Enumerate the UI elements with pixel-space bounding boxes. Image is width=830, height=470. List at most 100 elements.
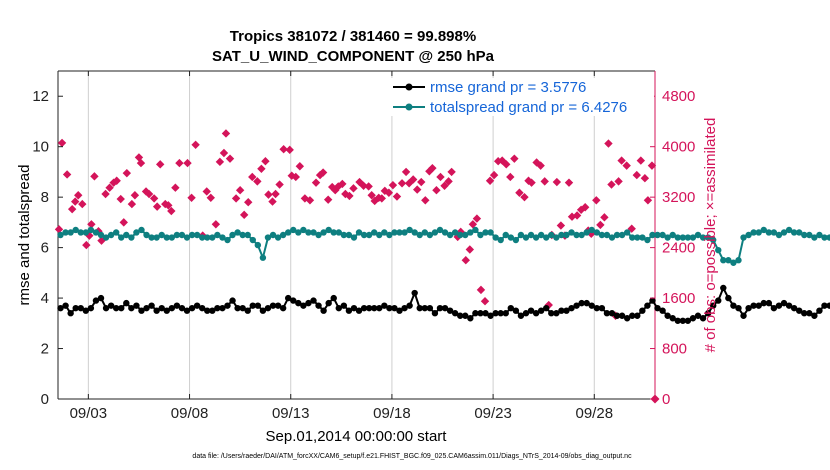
totalspread-point: [472, 226, 479, 234]
rmse-point: [720, 284, 727, 292]
legend-spread-label: totalspread grand pr = 6.4276: [430, 99, 627, 116]
rmse-point: [97, 294, 105, 302]
rmse-point: [482, 310, 489, 317]
totalspread-point: [548, 231, 555, 239]
totalspread-point: [720, 257, 727, 264]
rmse-point: [618, 312, 626, 319]
rmse-point: [249, 302, 256, 309]
obs-assimilated-point: [202, 187, 211, 196]
obs-assimilated-point: [592, 196, 601, 205]
totalspread-point: [441, 229, 449, 236]
obs-assimilated-point: [408, 175, 418, 184]
obs-assimilated-point: [191, 140, 200, 149]
totalspread-point: [816, 231, 823, 239]
legend: rmse grand pr = 3.5776 totalspread grand…: [390, 78, 654, 116]
totalspread-point: [795, 229, 803, 236]
totalspread-point: [709, 236, 717, 244]
totalspread-point: [335, 229, 342, 236]
obs-assimilated-point: [112, 176, 121, 185]
totalspread-point: [735, 257, 742, 264]
totalspread-point: [254, 241, 262, 249]
rmse-point: [563, 307, 570, 314]
obs-assimilated-point: [171, 183, 180, 192]
obs-assimilated-point: [413, 185, 422, 194]
rmse-point: [431, 310, 439, 317]
totalspread-point: [158, 231, 165, 239]
rmse-point: [148, 302, 155, 309]
obs-assimilated-point: [257, 164, 266, 173]
x-tick-label: 09/18: [373, 405, 411, 422]
obs-assimilated-point: [62, 170, 72, 179]
obs-assimilated-point: [364, 182, 373, 191]
obs-assimilated-point: [119, 218, 128, 227]
totalspread-point: [659, 231, 666, 239]
rmse-point: [598, 304, 606, 312]
obs-assimilated-point: [384, 188, 394, 197]
obs-assimilated-point: [311, 178, 321, 187]
totalspread-point: [305, 229, 312, 236]
totalspread-point: [598, 231, 606, 239]
obs-assimilated-point: [502, 160, 511, 169]
totalspread-point: [102, 234, 110, 241]
totalspread-point: [588, 226, 595, 234]
totalspread-point: [295, 229, 302, 236]
obs-assimilated-point: [167, 206, 176, 216]
rmse-point: [467, 315, 474, 322]
rmse-point: [426, 304, 434, 312]
obs-assimilated-point: [187, 193, 196, 202]
rmse-point: [664, 312, 671, 319]
rmse-point: [795, 307, 803, 314]
rmse-point: [573, 302, 580, 309]
obs-assimilated-point: [567, 212, 577, 221]
obs-assimilated-point: [607, 180, 616, 189]
rmse-point: [310, 297, 317, 304]
rmse-point: [806, 310, 813, 317]
x-tick-label: 09/28: [576, 405, 614, 422]
totalspread-point: [112, 229, 120, 236]
rmse-point: [87, 304, 95, 312]
obs-assimilated-point: [338, 179, 347, 189]
obs-assimilated-point: [524, 176, 533, 185]
totalspread-point: [811, 234, 818, 241]
rmse-point: [730, 302, 737, 309]
rmse-point: [229, 297, 236, 304]
totalspread-point: [740, 234, 747, 241]
totalspread-point: [118, 234, 125, 241]
totalspread-point: [750, 229, 757, 236]
totalspread-point: [57, 231, 64, 239]
rmse-point: [163, 307, 170, 314]
obs-assimilated-point: [71, 197, 80, 206]
totalspread-point: [92, 229, 100, 236]
rmse-point: [451, 310, 459, 317]
obs-assimilated-point: [510, 154, 519, 163]
obs-assimilated-point: [175, 158, 184, 168]
totalspread-point: [128, 234, 135, 241]
totalspread-point: [148, 234, 155, 241]
obs-assimilated-point: [540, 177, 549, 186]
obs-assimilated-point: [417, 177, 426, 187]
obs-assimilated-point: [305, 196, 315, 205]
legend-rmse-marker: [405, 83, 413, 91]
rmse-point: [279, 304, 287, 312]
totalspread-point: [639, 234, 646, 241]
obs-assimilated-point: [323, 195, 333, 204]
rmse-point: [376, 304, 383, 312]
totalspread-point: [649, 231, 656, 239]
obs-assimilated-point: [127, 199, 137, 209]
totalspread-point: [350, 234, 358, 241]
y-tick-label-left: 4: [41, 290, 49, 307]
totalspread-point: [214, 231, 221, 239]
rmse-point: [335, 304, 342, 312]
totalspread-point: [578, 231, 585, 239]
totalspread-point: [239, 231, 246, 239]
totalspread-point: [573, 231, 580, 239]
rmse-point: [492, 310, 499, 317]
rmse-point: [740, 312, 747, 319]
rmse-point: [284, 294, 292, 302]
rmse-point: [816, 307, 823, 314]
totalspread-point: [138, 226, 145, 234]
totalspread-point: [300, 226, 307, 234]
x-axis-label: Sep.01,2014 00:00:00 start: [266, 428, 448, 445]
obs-assimilated-point: [349, 184, 358, 193]
rmse-point: [416, 304, 423, 312]
